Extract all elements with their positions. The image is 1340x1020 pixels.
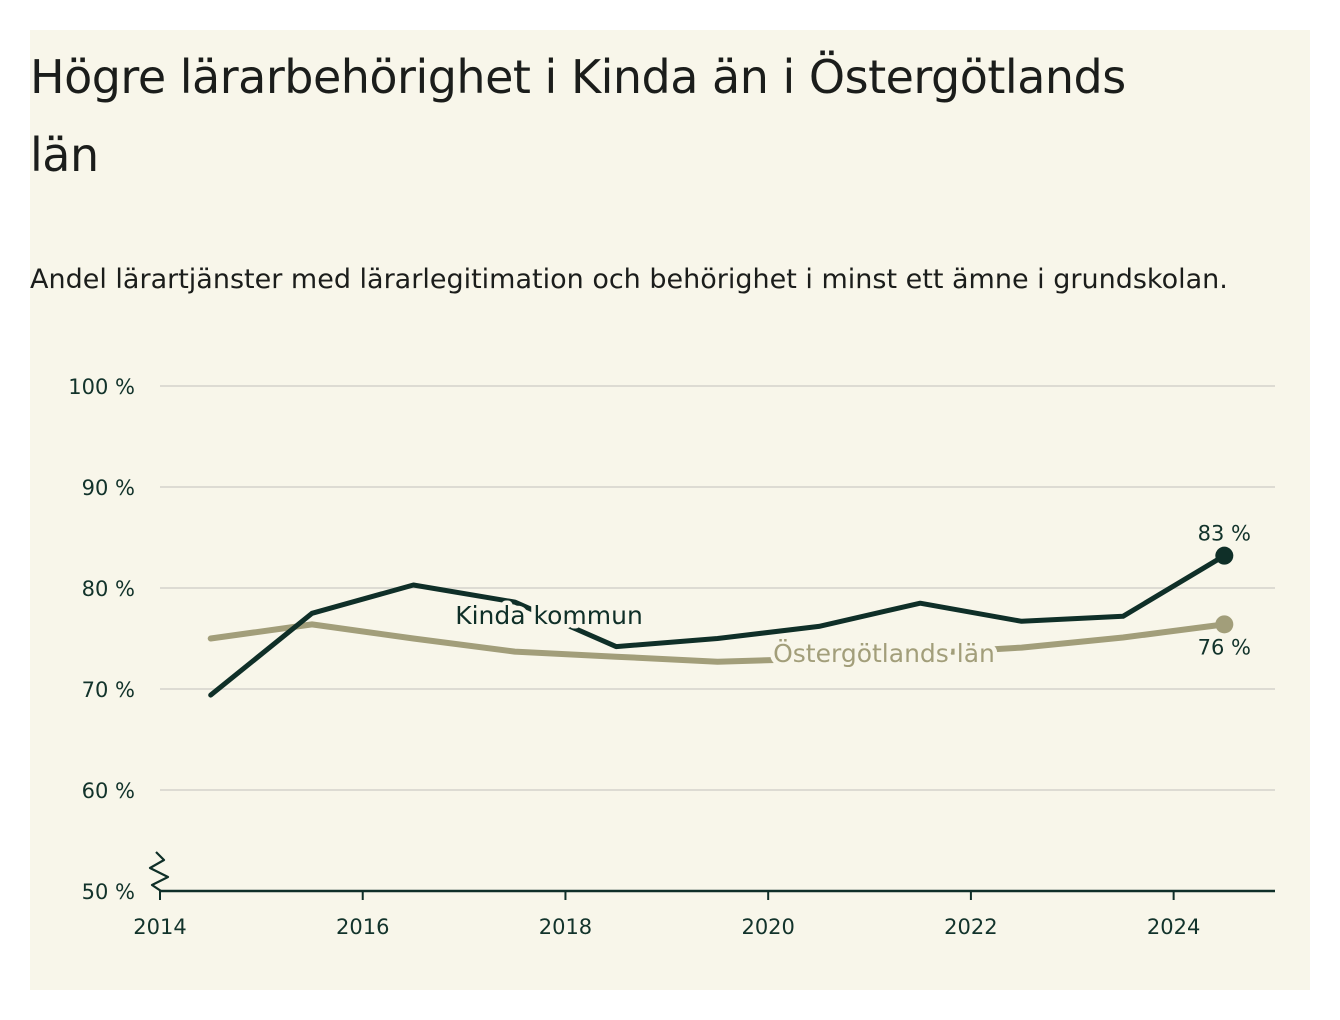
series-line-kinda <box>208 553 1227 698</box>
series-label-lan: Östergötlands län <box>773 639 995 668</box>
x-tick-label: 2018 <box>539 915 592 939</box>
y-tick-label: 80 % <box>82 577 135 601</box>
x-tick-label: 2016 <box>336 915 389 939</box>
x-tick-label: 2014 <box>133 915 186 939</box>
y-tick-label: 90 % <box>82 476 135 500</box>
chart-subtitle: Andel lärartjänster med lärarlegitimatio… <box>30 264 1228 295</box>
y-tick-label: 50 % <box>82 880 135 904</box>
chart-card: Högre lärarbehörighet i Kinda än i Öster… <box>30 30 1310 990</box>
x-tick-label: 2022 <box>944 915 997 939</box>
end-label-kinda: 83 % <box>1198 522 1251 546</box>
line-chart: 100 % 90 % 80 % 70 % 60 % 50 % 2014 2016 2018 202… <box>68 375 1275 939</box>
chart-title: Högre lärarbehörighet i Kinda än i Öster… <box>30 50 1126 182</box>
series-label-halo: Kinda kommun <box>455 601 643 630</box>
y-tick-label: 60 % <box>82 779 135 803</box>
x-tick-label: 2024 <box>1147 915 1200 939</box>
end-label-lan: 76 % <box>1198 635 1251 659</box>
series-label-kinda: Kinda kommun <box>455 601 643 630</box>
end-point-kinda <box>1215 546 1234 565</box>
y-tick-label: 100 % <box>68 375 135 399</box>
y-tick-label: 70 % <box>82 678 135 702</box>
end-point-lan <box>1215 615 1234 634</box>
series-line-lan <box>207 621 1228 665</box>
series-label-halo: Östergötlands län <box>773 639 995 668</box>
axis-break-icon <box>148 851 170 892</box>
x-tick-label: 2020 <box>741 915 794 939</box>
